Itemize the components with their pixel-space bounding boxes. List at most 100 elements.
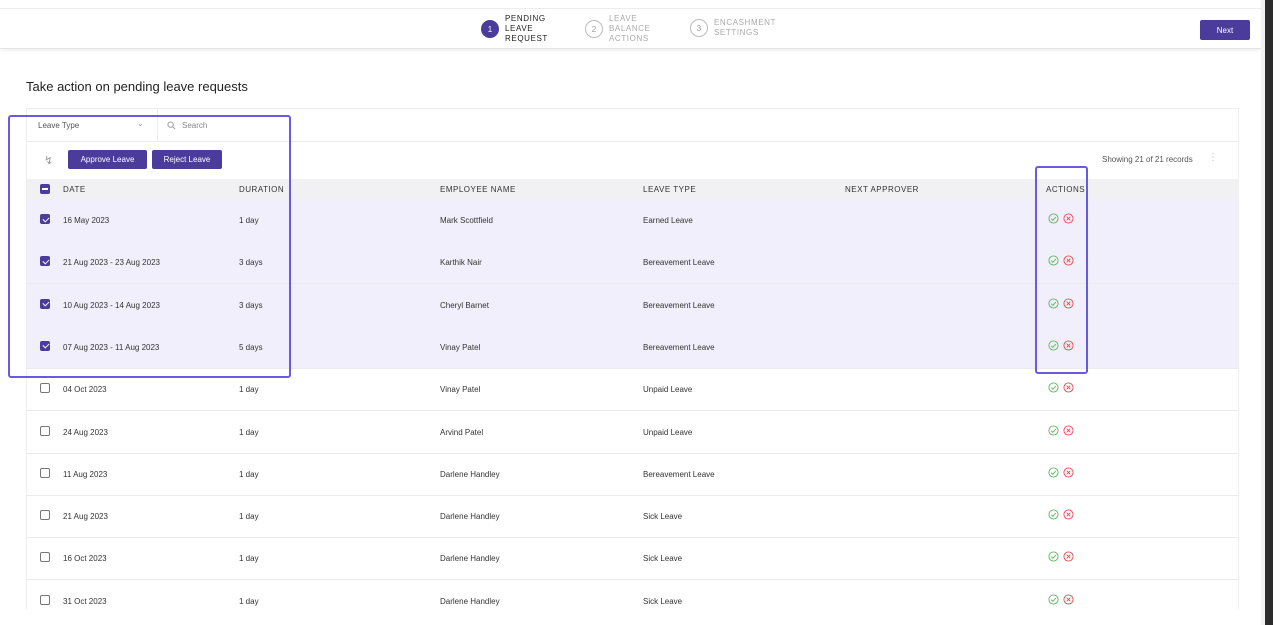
top-bar: 1 PENDING LEAVE REQUEST 2 LEAVE BALANCE … (0, 0, 1261, 49)
step-label: ENCASHMENT SETTINGS (714, 18, 777, 37)
row-checkbox[interactable] (40, 340, 50, 351)
row-actions (1048, 213, 1074, 224)
date-cell: 11 Aug 2023 (63, 469, 108, 479)
duration-cell: 1 day (239, 554, 259, 564)
column-header-next-approver[interactable]: NEXT APPROVER (845, 185, 919, 194)
chevron-down-icon: ⌄ (137, 119, 144, 128)
row-actions (1048, 298, 1074, 309)
table-row[interactable]: 16 Oct 2023 1 day Darlene Handley Sick Leav… (27, 537, 1238, 581)
step-label: LEAVE BALANCE ACTIONS (609, 14, 651, 43)
x-circle-icon[interactable] (1063, 509, 1074, 520)
employee-name-cell: Darlene Handley (440, 469, 500, 479)
column-header-duration[interactable]: DURATION (239, 185, 285, 194)
x-circle-icon[interactable] (1063, 255, 1074, 266)
row-checkbox[interactable] (40, 594, 50, 605)
column-header-actions: ACTIONS (1046, 185, 1086, 194)
table-row[interactable]: 04 Oct 2023 1 day Vinay Patel Unpaid Leave (27, 368, 1238, 412)
check-circle-icon[interactable] (1048, 467, 1059, 478)
check-circle-icon[interactable] (1048, 424, 1059, 436)
table-row[interactable]: 16 May 2023 1 day Mark Scottfield Earned Le… (27, 199, 1238, 242)
table-row[interactable]: 21 Aug 2023 - 23 Aug 2023 3 days Karthik N… (27, 241, 1238, 285)
x-circle-icon[interactable] (1063, 340, 1074, 351)
check-circle-icon[interactable] (1048, 255, 1059, 266)
leave-type-cell: Bereavement Leave (643, 469, 715, 479)
row-checkbox[interactable] (40, 510, 50, 521)
search-input[interactable]: Search (159, 109, 207, 141)
x-circle-icon[interactable] (1063, 298, 1074, 309)
table-row[interactable]: 21 Aug 2023 1 day Darlene Handley Sick Leav… (27, 495, 1238, 539)
date-cell: 07 Aug 2023 - 11 Aug 2023 (63, 342, 160, 352)
row-checkbox[interactable] (40, 214, 50, 224)
check-circle-icon[interactable] (1048, 340, 1059, 351)
check-circle-icon[interactable] (1048, 382, 1059, 393)
check-circle-icon[interactable] (1048, 594, 1059, 605)
more-options-icon[interactable]: ⋮ (1208, 152, 1218, 163)
date-cell: 21 Aug 2023 (63, 512, 108, 522)
duration-cell: 1 day (239, 512, 259, 522)
leave-type-cell: Unpaid Leave (643, 385, 693, 395)
table-row[interactable]: 07 Aug 2023 - 11 Aug 2023 5 days Vinay Pat… (27, 325, 1238, 369)
check-circle-icon[interactable] (1048, 509, 1059, 520)
approve-leave-button[interactable]: Approve Leave (68, 150, 147, 169)
date-cell: 21 Aug 2023 - 23 Aug 2023 (63, 258, 160, 268)
table-row[interactable]: 10 Aug 2023 - 14 Aug 2023 3 days Cheryl Ba… (27, 283, 1238, 327)
duration-cell: 1 day (239, 427, 259, 437)
check-circle-icon[interactable] (1048, 551, 1059, 562)
date-cell: 10 Aug 2023 - 14 Aug 2023 (63, 300, 160, 310)
x-circle-icon[interactable] (1063, 551, 1074, 562)
employee-name-cell: Darlene Handley (440, 596, 500, 606)
next-button[interactable]: Next (1200, 20, 1250, 40)
step-encashment-settings[interactable]: 3 ENCASHMENT SETTINGS (690, 18, 784, 38)
row-checkbox[interactable] (40, 383, 50, 394)
check-circle-icon[interactable] (1048, 298, 1059, 309)
row-checkbox[interactable] (40, 298, 50, 309)
step-label: PENDING LEAVE REQUEST (505, 14, 548, 43)
sort-icon[interactable]: ↯ (44, 155, 54, 167)
x-circle-icon[interactable] (1063, 382, 1074, 393)
row-actions (1048, 255, 1074, 266)
row-checkbox[interactable] (40, 425, 50, 436)
employee-name-cell: Karthik Nair (440, 258, 482, 268)
row-actions (1048, 509, 1074, 520)
date-cell: 31 Oct 2023 (63, 596, 107, 606)
table-row[interactable]: 31 Oct 2023 1 day Darlene Handley Sick Leav… (27, 580, 1238, 609)
x-circle-icon[interactable] (1063, 213, 1074, 224)
select-all-checkbox[interactable] (40, 184, 50, 194)
column-header-date[interactable]: DATE (63, 185, 86, 194)
employee-name-cell: Cheryl Barnet (440, 300, 489, 310)
window-border (1265, 0, 1273, 625)
employee-name-cell: Mark Scottfield (440, 216, 493, 225)
action-toolbar: ↯ Approve Leave Reject Leave Showing 21 … (27, 147, 1238, 173)
duration-cell: 1 day (239, 596, 259, 606)
column-header-leave-type[interactable]: LEAVE TYPE (643, 185, 697, 194)
leave-type-cell: Bereavement Leave (643, 342, 715, 352)
x-circle-icon[interactable] (1063, 424, 1074, 436)
step-leave-balance-actions[interactable]: 2 LEAVE BALANCE ACTIONS (585, 14, 661, 44)
date-cell: 24 Aug 2023 (63, 427, 108, 437)
check-circle-icon[interactable] (1048, 213, 1059, 224)
employee-name-cell: Vinay Patel (440, 342, 481, 352)
x-circle-icon[interactable] (1063, 467, 1074, 478)
row-actions (1048, 551, 1074, 562)
x-circle-icon[interactable] (1063, 594, 1074, 605)
leave-type-cell: Sick Leave (643, 512, 683, 522)
records-count: Showing 21 of 21 records (1102, 155, 1193, 164)
leave-type-select[interactable]: Leave Type ⌄ (27, 109, 158, 141)
step-pending-leave-request[interactable]: 1 PENDING LEAVE REQUEST (481, 14, 557, 44)
date-cell: 04 Oct 2023 (63, 385, 107, 395)
row-checkbox[interactable] (40, 256, 50, 267)
search-placeholder: Search (182, 120, 208, 130)
employee-name-cell: Vinay Patel (440, 385, 481, 395)
row-actions (1048, 382, 1074, 393)
row-actions (1048, 340, 1074, 351)
duration-cell: 1 day (239, 385, 259, 395)
row-checkbox[interactable] (40, 467, 50, 478)
window-edge (1261, 0, 1265, 625)
table-row[interactable]: 24 Aug 2023 1 day Arvind Patel Unpaid Leave (27, 411, 1238, 454)
row-checkbox[interactable] (40, 552, 50, 563)
reject-leave-button[interactable]: Reject Leave (152, 150, 222, 169)
leave-type-placeholder: Leave Type (38, 120, 80, 130)
column-header-employee-name[interactable]: EMPLOYEE NAME (440, 185, 516, 194)
table-row[interactable]: 11 Aug 2023 1 day Darlene Handley Bereaveme… (27, 453, 1238, 496)
filter-row: Leave Type ⌄ Search (27, 109, 1238, 142)
